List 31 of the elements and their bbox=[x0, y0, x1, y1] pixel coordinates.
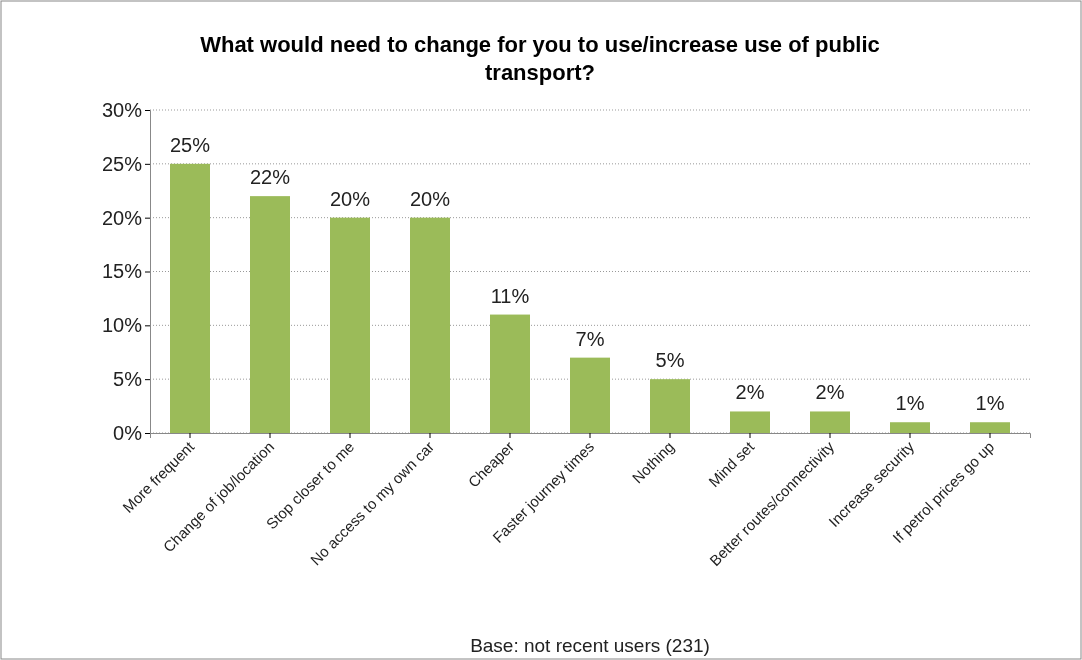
y-tick-label: 0% bbox=[113, 421, 143, 444]
bar bbox=[410, 217, 450, 433]
chart-title: What would need to change for you to use/increase use of public transport? bbox=[200, 32, 880, 85]
bar bbox=[810, 411, 850, 433]
data-label: 25% bbox=[169, 133, 211, 156]
data-label: 1% bbox=[895, 392, 925, 415]
data-label: 2% bbox=[815, 381, 845, 404]
data-label: 7% bbox=[575, 327, 605, 350]
data-label: 20% bbox=[329, 187, 371, 210]
data-label: 22% bbox=[249, 166, 291, 189]
y-tick-label: 30% bbox=[101, 98, 143, 121]
bar bbox=[650, 379, 690, 433]
y-tick-label: 20% bbox=[101, 206, 143, 229]
y-tick-label: 5% bbox=[113, 368, 143, 391]
y-tick-label: 10% bbox=[101, 314, 143, 337]
bar bbox=[570, 357, 610, 433]
bar bbox=[170, 163, 210, 433]
y-tick-label: 25% bbox=[101, 152, 143, 175]
bar bbox=[970, 422, 1010, 433]
data-label: 1% bbox=[975, 392, 1005, 415]
data-label: 11% bbox=[490, 284, 530, 307]
text: Base: not recent users (231) bbox=[470, 635, 710, 656]
data-label: 20% bbox=[409, 187, 451, 210]
bar bbox=[250, 196, 290, 433]
data-label: 2% bbox=[735, 381, 765, 404]
data-label: 5% bbox=[655, 349, 685, 372]
bar bbox=[490, 314, 530, 433]
bar bbox=[890, 422, 930, 433]
bar bbox=[730, 411, 770, 433]
y-tick-label: 15% bbox=[101, 260, 143, 283]
bar bbox=[330, 217, 370, 433]
